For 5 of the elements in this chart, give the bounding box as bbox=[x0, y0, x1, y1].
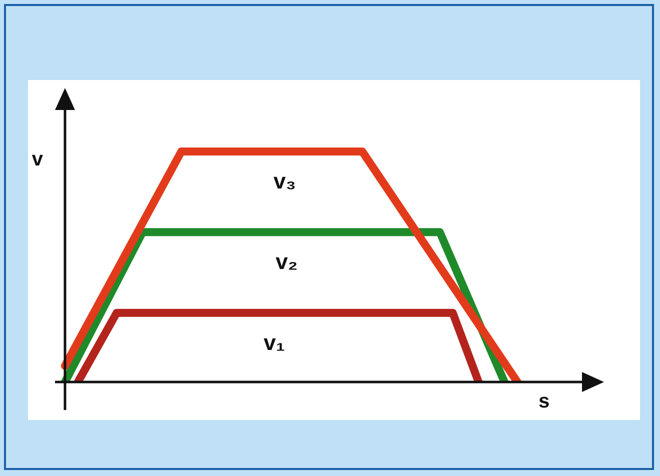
series-label: v₁ bbox=[264, 330, 285, 355]
y-axis-title: v bbox=[32, 148, 44, 171]
series-label: v₃ bbox=[273, 168, 296, 194]
x-axis-title: s bbox=[538, 390, 550, 413]
series-label: v₂ bbox=[276, 249, 298, 274]
